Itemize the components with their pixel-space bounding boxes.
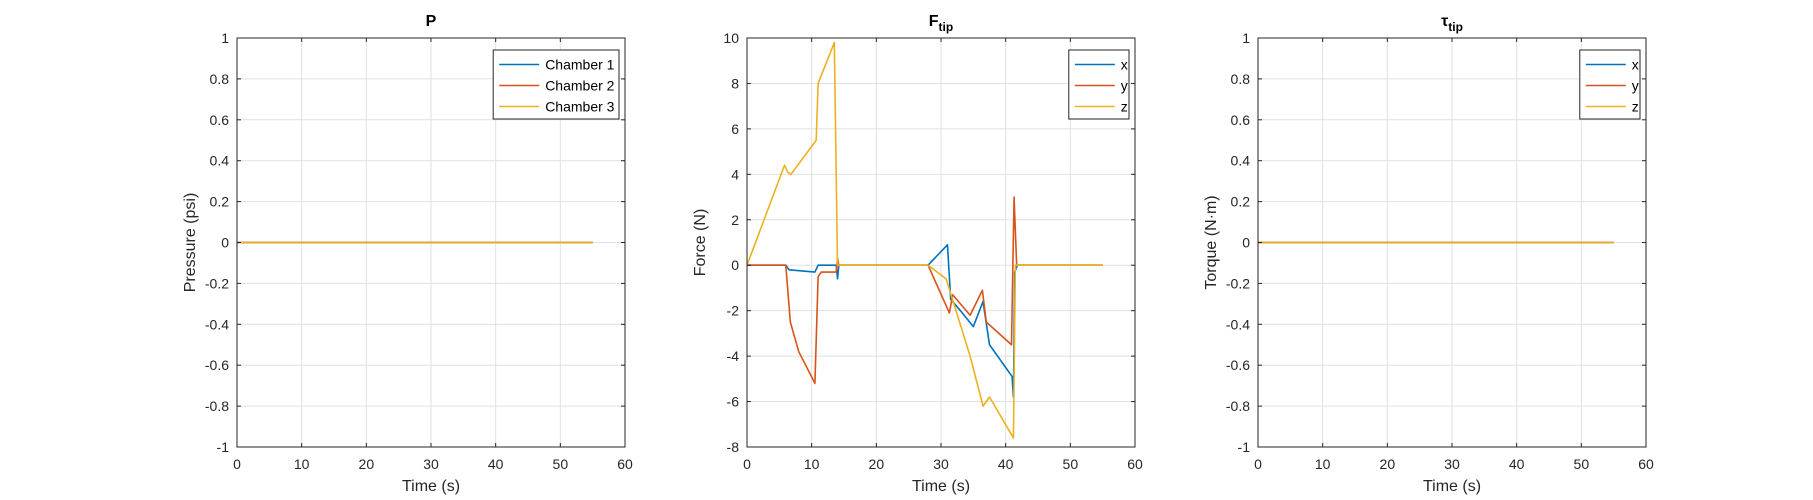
y-axis-label: Pressure (psi) xyxy=(182,193,199,293)
x-tick-label: 50 xyxy=(1574,456,1590,472)
y-tick-label: 0 xyxy=(731,257,739,273)
y-tick-label: 4 xyxy=(731,166,739,182)
y-tick-label: -1 xyxy=(1238,439,1251,455)
chart-title: τtip xyxy=(1441,13,1463,34)
x-tick-label: 10 xyxy=(804,456,820,472)
chart-title: P xyxy=(426,13,437,30)
y-tick-label: 2 xyxy=(731,212,739,228)
legend-label: z xyxy=(1632,99,1639,115)
x-tick-label: 10 xyxy=(294,456,310,472)
y-tick-label: -8 xyxy=(727,439,740,455)
x-tick-label: 20 xyxy=(359,456,375,472)
y-tick-label: 0.6 xyxy=(1231,112,1251,128)
y-tick-label: 0 xyxy=(221,235,229,251)
y-tick-label: -0.8 xyxy=(1226,398,1250,414)
x-tick-label: 10 xyxy=(1315,456,1331,472)
y-axis-label: Force (N) xyxy=(692,209,709,277)
y-tick-label: -0.2 xyxy=(205,275,229,291)
x-tick-label: 60 xyxy=(617,456,633,472)
x-tick-label: 40 xyxy=(1509,456,1525,472)
legend-box xyxy=(492,49,620,120)
y-tick-label: 1 xyxy=(221,30,229,46)
legend-label: z xyxy=(1121,99,1128,115)
y-tick-label: 0 xyxy=(1242,235,1250,251)
y-tick-label: 0.6 xyxy=(210,112,230,128)
chart-panel-2: 0 10 20 30 40 50 60 -8 -6 -4 -2 0 2 4 6 8 10 Time (s) Forc… xyxy=(692,13,1143,495)
legend: xyz xyxy=(1579,49,1641,120)
y-tick-label: 6 xyxy=(731,121,739,137)
x-tick-label: 20 xyxy=(869,456,885,472)
x-tick-label: 0 xyxy=(743,456,751,472)
chart-panel-3: 0 10 20 30 40 50 60 -1 -0.8 -0.6 -0.4 -0.2 0 0.2 0.4 0.… xyxy=(1203,13,1654,495)
y-tick-label: -1 xyxy=(217,439,230,455)
y-tick-label: -0.6 xyxy=(1226,357,1250,373)
y-tick-label: 0.4 xyxy=(210,153,230,169)
x-tick-label: 0 xyxy=(1254,456,1262,472)
series-line-z xyxy=(747,41,1103,439)
legend: xyz xyxy=(1068,49,1130,120)
legend-label: x xyxy=(1121,57,1128,73)
legend-label: Chamber 3 xyxy=(545,99,614,115)
y-tick-label: -0.4 xyxy=(205,316,229,332)
legend-label: y xyxy=(1632,78,1639,94)
chart-panel-1: 0 10 20 30 40 50 60 -1 -0.8 -0.6 -0.4 -0.2 0 0.2 0.4 0.… xyxy=(182,13,633,495)
x-tick-label: 40 xyxy=(488,456,504,472)
legend-label: y xyxy=(1121,78,1128,94)
x-tick-label: 30 xyxy=(1444,456,1460,472)
legend-label: Chamber 2 xyxy=(545,78,614,94)
y-tick-label: -0.2 xyxy=(1226,275,1250,291)
chart-title: Ftip xyxy=(929,13,953,34)
y-tick-label: 1 xyxy=(1242,30,1250,46)
y-tick-label: 0.8 xyxy=(210,71,230,87)
y-axis-label: Torque (N·m) xyxy=(1203,195,1220,289)
y-tick-label: -0.6 xyxy=(205,357,229,373)
x-axis-label: Time (s) xyxy=(1423,478,1481,495)
legend-box xyxy=(1579,49,1641,120)
y-tick-label: -2 xyxy=(727,303,740,319)
x-tick-label: 30 xyxy=(933,456,949,472)
x-tick-label: 50 xyxy=(1063,456,1079,472)
y-tick-label: -4 xyxy=(727,348,740,364)
legend-box xyxy=(1068,49,1130,120)
y-tick-label: -6 xyxy=(727,394,740,410)
x-axis-label: Time (s) xyxy=(912,478,970,495)
y-tick-label: 0.8 xyxy=(1231,71,1251,87)
charts-group: 0 10 20 30 40 50 60-1-0.8-0.6-0.4-0.200.20.40.… xyxy=(182,13,1654,495)
legend-label: Chamber 1 xyxy=(545,57,614,73)
y-tick-label: -0.8 xyxy=(205,398,229,414)
x-tick-label: 60 xyxy=(1638,456,1654,472)
legend: Chamber 1 Chamber 2 Chamber 3 xyxy=(492,49,620,120)
x-tick-label: 50 xyxy=(553,456,569,472)
x-tick-label: 40 xyxy=(998,456,1014,472)
y-tick-label: 0.4 xyxy=(1231,153,1251,169)
x-tick-label: 30 xyxy=(423,456,439,472)
y-tick-label: -0.4 xyxy=(1226,316,1250,332)
y-tick-label: 10 xyxy=(723,30,739,46)
legend-label: x xyxy=(1632,57,1639,73)
x-tick-label: 0 xyxy=(233,456,241,472)
y-tick-label: 0.2 xyxy=(1231,194,1251,210)
x-tick-label: 60 xyxy=(1127,456,1143,472)
x-tick-label: 20 xyxy=(1380,456,1396,472)
y-tick-label: 8 xyxy=(731,75,739,91)
x-axis-label: Time (s) xyxy=(402,478,460,495)
y-tick-label: 0.2 xyxy=(210,194,230,210)
